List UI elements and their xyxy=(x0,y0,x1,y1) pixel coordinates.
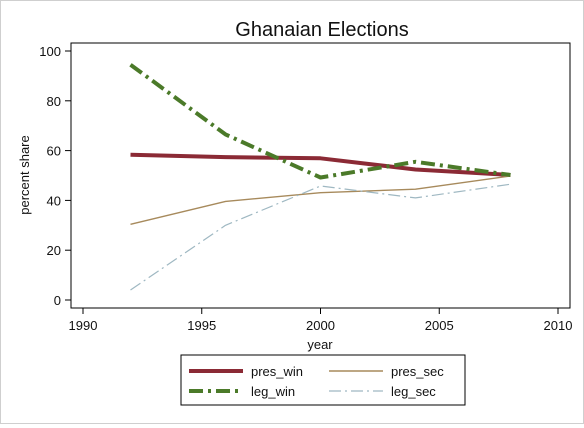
legend-label-leg-sec: leg_sec xyxy=(391,384,436,399)
x-tick-label: 2005 xyxy=(425,318,454,333)
legend-label-pres-sec: pres_sec xyxy=(391,364,444,379)
series-line-leg-win xyxy=(129,63,511,180)
series-line-pres-sec xyxy=(130,175,511,225)
y-tick-label: 100 xyxy=(39,44,61,59)
x-axis-label: year xyxy=(307,337,333,352)
x-tick-label: 1995 xyxy=(187,318,216,333)
legend-label-pres-win: pres_win xyxy=(251,364,303,379)
y-axis-label: percent share xyxy=(17,135,32,215)
y-tick-label: 60 xyxy=(47,144,61,159)
y-tick-label: 20 xyxy=(47,243,61,258)
chart-title: Ghanaian Elections xyxy=(235,19,408,41)
x-tick-label: 1990 xyxy=(69,318,98,333)
x-tick-label: 2010 xyxy=(544,318,573,333)
series-line-pres-win xyxy=(130,152,511,177)
y-tick-label: 0 xyxy=(54,293,61,308)
legend: pres_win pres_sec leg_win leg_sec xyxy=(180,354,466,406)
y-tick-label: 40 xyxy=(47,193,61,208)
series-line-leg-sec xyxy=(130,183,511,291)
legend-box xyxy=(180,354,466,406)
y-tick-label: 80 xyxy=(47,94,61,109)
legend-label-leg-win: leg_win xyxy=(251,384,295,399)
x-tick-label: 2000 xyxy=(306,318,335,333)
plot-area: 0 20 40 60 80 100 1990 1995 2000 2005 2010 xyxy=(39,42,573,333)
